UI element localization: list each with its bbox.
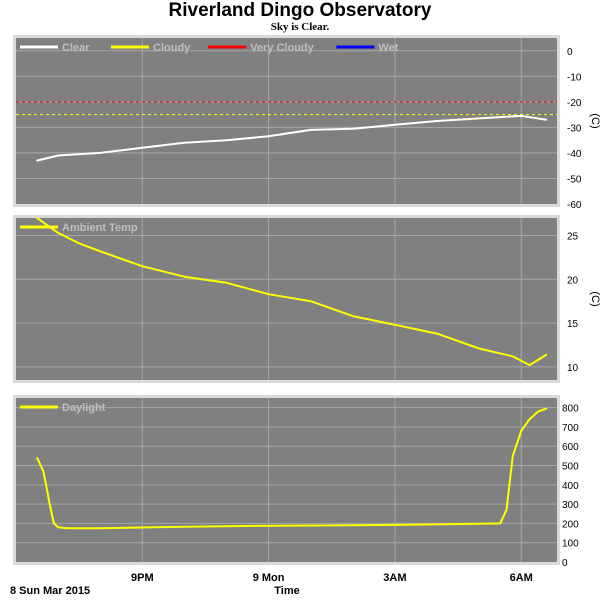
data-point bbox=[537, 410, 539, 413]
data-point bbox=[511, 455, 514, 457]
data-point bbox=[65, 527, 68, 530]
series-line bbox=[36, 407, 547, 530]
data-point bbox=[545, 118, 548, 121]
data-point bbox=[225, 139, 228, 141]
data-point bbox=[545, 407, 548, 410]
data-point bbox=[57, 526, 59, 529]
data-point bbox=[36, 217, 38, 219]
data-point bbox=[183, 141, 186, 144]
plot-area bbox=[16, 218, 557, 380]
y-tick-label: -50 bbox=[567, 174, 582, 185]
data-point bbox=[183, 525, 186, 528]
x-tick-label: 9 Mon bbox=[253, 572, 285, 584]
y-tick-label: 0 bbox=[567, 47, 573, 58]
legend-label: Cloudy bbox=[153, 42, 191, 54]
legend-label: Clear bbox=[62, 42, 90, 54]
data-point bbox=[141, 265, 144, 267]
y-tick-label: 600 bbox=[562, 442, 579, 453]
chart-title: Riverland Dingo Observatory bbox=[168, 0, 432, 21]
legend-label: Wet bbox=[378, 42, 398, 54]
data-point bbox=[436, 523, 438, 526]
y-tick-label: -40 bbox=[567, 149, 582, 160]
legend-label: Ambient Temp bbox=[62, 222, 138, 234]
y-tick-label: 10 bbox=[567, 363, 579, 374]
y-tick-label: 20 bbox=[567, 275, 579, 286]
y-tick-label: 500 bbox=[562, 462, 579, 473]
data-point bbox=[545, 353, 548, 356]
data-point bbox=[478, 347, 480, 350]
data-point bbox=[505, 509, 508, 511]
y-tick-label: 15 bbox=[567, 319, 579, 330]
data-point bbox=[436, 332, 438, 335]
data-point bbox=[48, 503, 51, 505]
data-point bbox=[78, 242, 80, 245]
y-tick-label: 200 bbox=[562, 519, 579, 530]
data-point bbox=[352, 127, 354, 130]
data-point bbox=[528, 364, 531, 366]
data-point bbox=[511, 355, 514, 358]
data-point bbox=[57, 232, 59, 234]
data-point bbox=[57, 154, 59, 157]
y-tick-label: 0 bbox=[562, 558, 568, 569]
data-point bbox=[36, 457, 38, 459]
y-axis-unit: (C) bbox=[589, 113, 600, 128]
data-point bbox=[36, 159, 38, 162]
x-tick-label: 3AM bbox=[383, 572, 406, 584]
data-point bbox=[528, 418, 531, 421]
legend-label: Daylight bbox=[62, 402, 106, 414]
x-tick-label: 9PM bbox=[131, 572, 154, 584]
x-axis-label: Time bbox=[274, 585, 299, 597]
data-point bbox=[99, 152, 102, 154]
data-point bbox=[394, 324, 396, 326]
data-point bbox=[309, 300, 312, 302]
plot-area bbox=[16, 38, 557, 204]
data-point bbox=[99, 250, 102, 253]
data-point bbox=[478, 117, 480, 120]
data-point bbox=[225, 282, 228, 284]
data-point bbox=[309, 129, 312, 131]
data-point bbox=[267, 135, 270, 138]
sky-status-subtitle: Sky is Clear. bbox=[270, 21, 330, 33]
data-point bbox=[53, 522, 55, 525]
y-tick-label: 100 bbox=[562, 539, 579, 550]
y-tick-label: 800 bbox=[562, 404, 579, 415]
y-tick-label: -20 bbox=[567, 98, 582, 109]
series-line bbox=[36, 114, 547, 162]
y-tick-label: 700 bbox=[562, 423, 579, 434]
data-point bbox=[141, 147, 144, 149]
legend-label: Very Cloudy bbox=[250, 42, 314, 54]
data-point bbox=[352, 524, 354, 527]
data-point bbox=[352, 315, 354, 317]
data-point bbox=[267, 293, 270, 295]
y-tick-label: -30 bbox=[567, 123, 582, 134]
plot-area bbox=[16, 398, 557, 562]
y-tick-label: 400 bbox=[562, 481, 579, 492]
data-point bbox=[267, 524, 270, 527]
data-point bbox=[520, 430, 523, 432]
date-label: 8 Sun Mar 2015 bbox=[10, 585, 90, 597]
y-tick-label: 300 bbox=[562, 500, 579, 511]
y-tick-label: -10 bbox=[567, 72, 582, 83]
data-point bbox=[520, 115, 523, 117]
data-point bbox=[99, 527, 102, 530]
data-point bbox=[394, 124, 396, 126]
y-axis-unit: (C) bbox=[589, 291, 600, 306]
data-point bbox=[499, 522, 501, 525]
series-line bbox=[36, 217, 548, 367]
data-point bbox=[42, 470, 45, 473]
x-tick-label: 6AM bbox=[510, 572, 533, 584]
data-point bbox=[436, 120, 438, 122]
y-tick-label: -60 bbox=[567, 200, 582, 211]
y-tick-label: 25 bbox=[567, 232, 579, 243]
data-point bbox=[183, 275, 186, 278]
